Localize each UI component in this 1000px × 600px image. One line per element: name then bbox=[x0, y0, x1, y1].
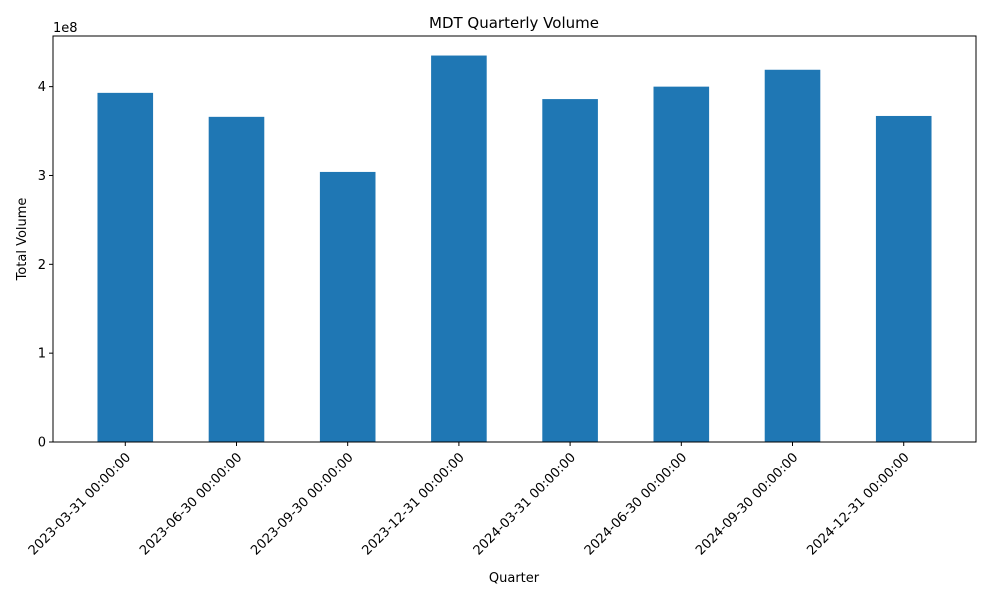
y-tick-label: 1 bbox=[38, 347, 46, 362]
bar-2024-12-31 bbox=[875, 115, 932, 443]
y-tick-label: 4 bbox=[38, 80, 46, 95]
x-tick-label: 2024-12-31 00:00:00 bbox=[804, 450, 912, 558]
x-tick-label: 2024-03-31 00:00:00 bbox=[471, 450, 579, 558]
x-tick-label: 2024-09-30 00:00:00 bbox=[693, 450, 801, 558]
bar-2023-03-31 bbox=[97, 92, 154, 443]
plot-frame bbox=[52, 35, 977, 443]
y-axis-offset-label: 1e8 bbox=[53, 21, 78, 36]
x-tick-label: 2023-03-31 00:00:00 bbox=[26, 450, 134, 558]
y-axis-label: Total Volume bbox=[15, 198, 30, 282]
bar-2024-06-30 bbox=[653, 86, 710, 442]
bar-2024-03-31 bbox=[542, 99, 598, 442]
x-tick-label: 2023-06-30 00:00:00 bbox=[137, 450, 245, 558]
x-tick-label: 2023-09-30 00:00:00 bbox=[248, 450, 356, 558]
bars-group bbox=[97, 55, 932, 443]
x-tick-label: 2023-12-31 00:00:00 bbox=[359, 450, 467, 558]
y-tick-label: 3 bbox=[38, 169, 46, 184]
bar-2023-09-30 bbox=[319, 171, 376, 442]
x-axis: 2023-03-31 00:00:00 2023-06-30 00:00:00 20… bbox=[26, 442, 913, 558]
x-tick-label: 2024-06-30 00:00:00 bbox=[582, 450, 690, 558]
bar-2023-06-30 bbox=[208, 116, 265, 442]
y-axis: 0 1 2 3 4 bbox=[38, 80, 53, 451]
x-axis-label: Quarter bbox=[489, 571, 540, 586]
y-tick-label: 2 bbox=[38, 258, 46, 273]
y-tick-label: 0 bbox=[38, 436, 46, 451]
bar-2023-12-31 bbox=[431, 55, 487, 442]
chart-title: MDT Quarterly Volume bbox=[429, 14, 599, 32]
bar-2024-09-30 bbox=[764, 69, 821, 442]
